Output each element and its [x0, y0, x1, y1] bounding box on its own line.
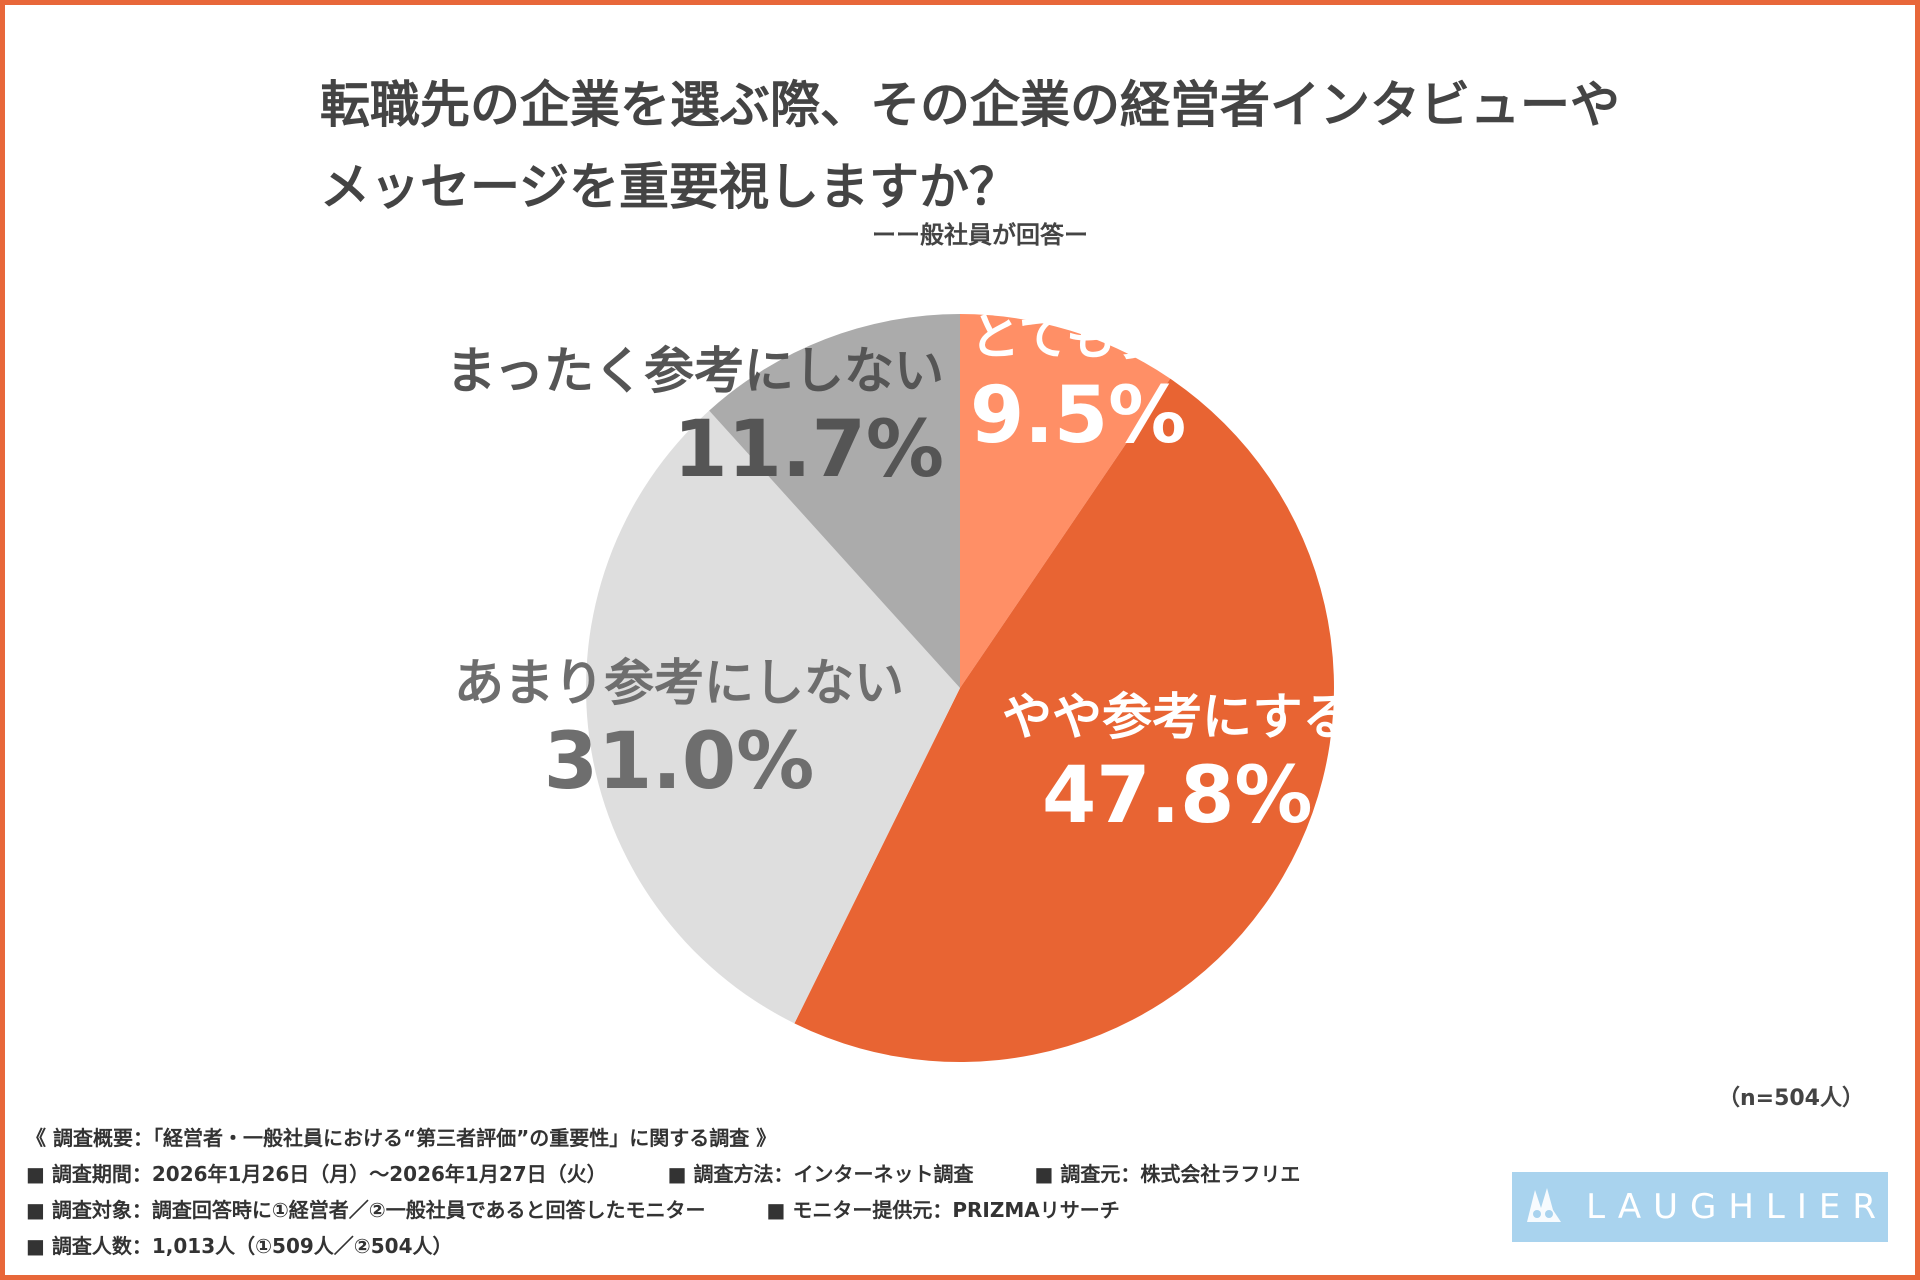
slice-name-not-much: あまり参考にしない — [454, 654, 904, 712]
footnote-method: ■ 調査方法：インターネット調査 — [667, 1162, 974, 1186]
pie-slice-somewhat — [794, 378, 1334, 1062]
logo-text: LAUGHLIER — [1586, 1187, 1888, 1227]
slice-name-very: とても参考にする — [970, 308, 1367, 366]
sample-size-note: （n=504人） — [1717, 1086, 1864, 1111]
chart-title-line-2: メッセージを重要視しますか？ — [320, 158, 1019, 216]
footnote-row-2: ■ 調査期間：2026年1月26日（月）〜2026年1月27日（火） ■ 調査方… — [26, 1156, 1354, 1192]
chart-title-line-1: 転職先の企業を選ぶ際、その企業の経営者インタビューや — [320, 76, 1620, 134]
slice-name-somewhat: やや参考にする — [1002, 688, 1353, 746]
footnote-count: ■ 調査人数：1,013人（①509人／②504人） — [26, 1234, 453, 1258]
survey-footnotes: 《 調査概要：「経営者・一般社員における“第三者評価”の重要性」に関する調査 》… — [26, 1120, 1354, 1264]
pie-slice-very — [960, 314, 1171, 688]
footnote-target: ■ 調査対象：調査回答時に①経営者／②一般社員であると回答したモニター — [26, 1198, 706, 1222]
slice-value-not-much: 31.0% — [543, 717, 815, 807]
footnote-row-3: ■ 調査対象：調査回答時に①経営者／②一般社員であると回答したモニター ■ モニ… — [26, 1192, 1354, 1228]
footnote-period: ■ 調査期間：2026年1月26日（月）〜2026年1月27日（火） — [26, 1162, 607, 1186]
footnote-overview: 《 調査概要：「経営者・一般社員における“第三者評価”の重要性」に関する調査 》 — [26, 1126, 777, 1150]
slice-name-not-at-all: まったく参考にしない — [446, 342, 944, 400]
slice-label-not-much: あまり参考にしない 31.0% — [454, 652, 904, 810]
chart-subtitle: ーー般社員が回答ー — [872, 221, 1088, 249]
slice-label-somewhat: やや参考にする 47.8% — [1002, 686, 1353, 844]
slice-value-somewhat: 47.8% — [1041, 751, 1313, 841]
slice-value-not-at-all: 11.7% — [673, 405, 944, 495]
slice-label-not-at-all: まったく参考にしない 11.7% — [446, 340, 944, 498]
footnote-monitor: ■ モニター提供元：PRIZMAリサーチ — [766, 1198, 1120, 1222]
slice-label-very: とても参考にする 9.5% — [970, 306, 1367, 464]
rabbit-logo-icon — [1512, 1172, 1572, 1242]
company-logo: LAUGHLIER — [1512, 1172, 1888, 1242]
chart-title: 転職先の企業を選ぶ際、その企業の経営者インタビューや メッセージを重要視しますか… — [320, 64, 1740, 228]
pie-slice-not-at-all — [709, 314, 960, 688]
slice-value-very: 9.5% — [970, 371, 1187, 461]
footnote-source: ■ 調査元：株式会社ラフリエ — [1034, 1162, 1301, 1186]
pie-slice-not-much — [586, 410, 960, 1024]
